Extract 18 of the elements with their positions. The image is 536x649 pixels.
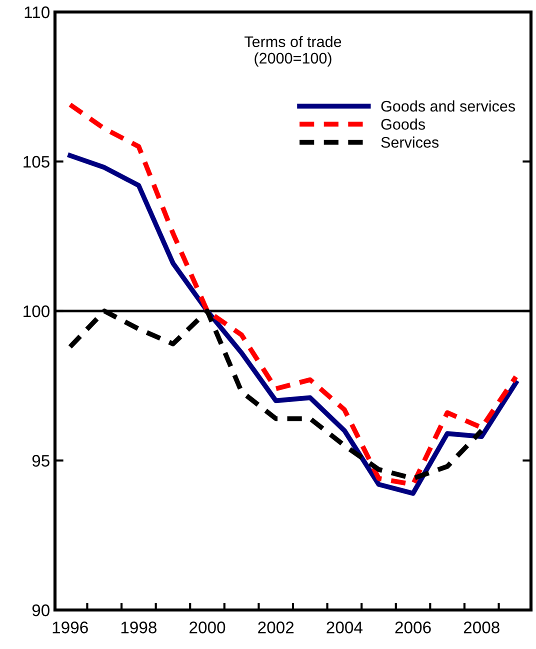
x-tick-label: 2008 bbox=[464, 622, 500, 634]
x-tick-label: 1996 bbox=[52, 622, 88, 634]
x-tick-label: 2002 bbox=[258, 622, 294, 634]
line-series bbox=[68, 102, 518, 487]
y-tick-label: 110 bbox=[24, 6, 50, 18]
legend-label: Goods and services bbox=[381, 100, 515, 112]
x-tick-label: 2004 bbox=[326, 622, 362, 634]
y-tick-label: 105 bbox=[24, 156, 50, 168]
y-tick-label: 90 bbox=[32, 604, 50, 616]
legend-label: Goods bbox=[381, 118, 425, 130]
x-tick-label: 2000 bbox=[190, 622, 226, 634]
text: Terms of trade (2000=100) bbox=[244, 36, 342, 67]
legend-label: Services bbox=[381, 136, 439, 148]
x-tick-label: 1998 bbox=[121, 622, 156, 634]
line-series bbox=[68, 153, 518, 496]
x-tick-label: 2006 bbox=[395, 622, 431, 634]
y-tick-label: 95 bbox=[32, 454, 50, 467]
y-tick-label: 100 bbox=[24, 305, 50, 318]
